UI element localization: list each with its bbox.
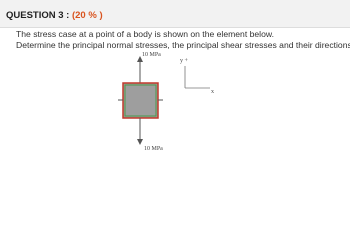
- question-number: QUESTION 3 :: [6, 10, 70, 21]
- label: 10 MPa: [142, 52, 161, 58]
- body-line: The stress case at a point of a body is …: [16, 29, 274, 39]
- stress-diagram: 10 MPa 10 MPa y + x: [118, 52, 214, 152]
- page: QUESTION 3 : (20 % ) The stress case at …: [0, 0, 350, 152]
- element: [122, 82, 159, 119]
- question-marks: (20 % ): [71, 10, 103, 21]
- label: 10 MPa: [144, 146, 163, 152]
- header: QUESTION 3 : (20 % ): [0, 0, 350, 28]
- element-inner: [124, 84, 157, 117]
- axis-label: x: [211, 89, 214, 95]
- arrowhead: [137, 56, 143, 62]
- axis-label: y +: [180, 58, 189, 64]
- body-line: Determine the principal normal stresses,…: [16, 40, 350, 50]
- arrowhead: [137, 139, 143, 145]
- question-title: QUESTION 3 : (20 % ): [6, 10, 103, 21]
